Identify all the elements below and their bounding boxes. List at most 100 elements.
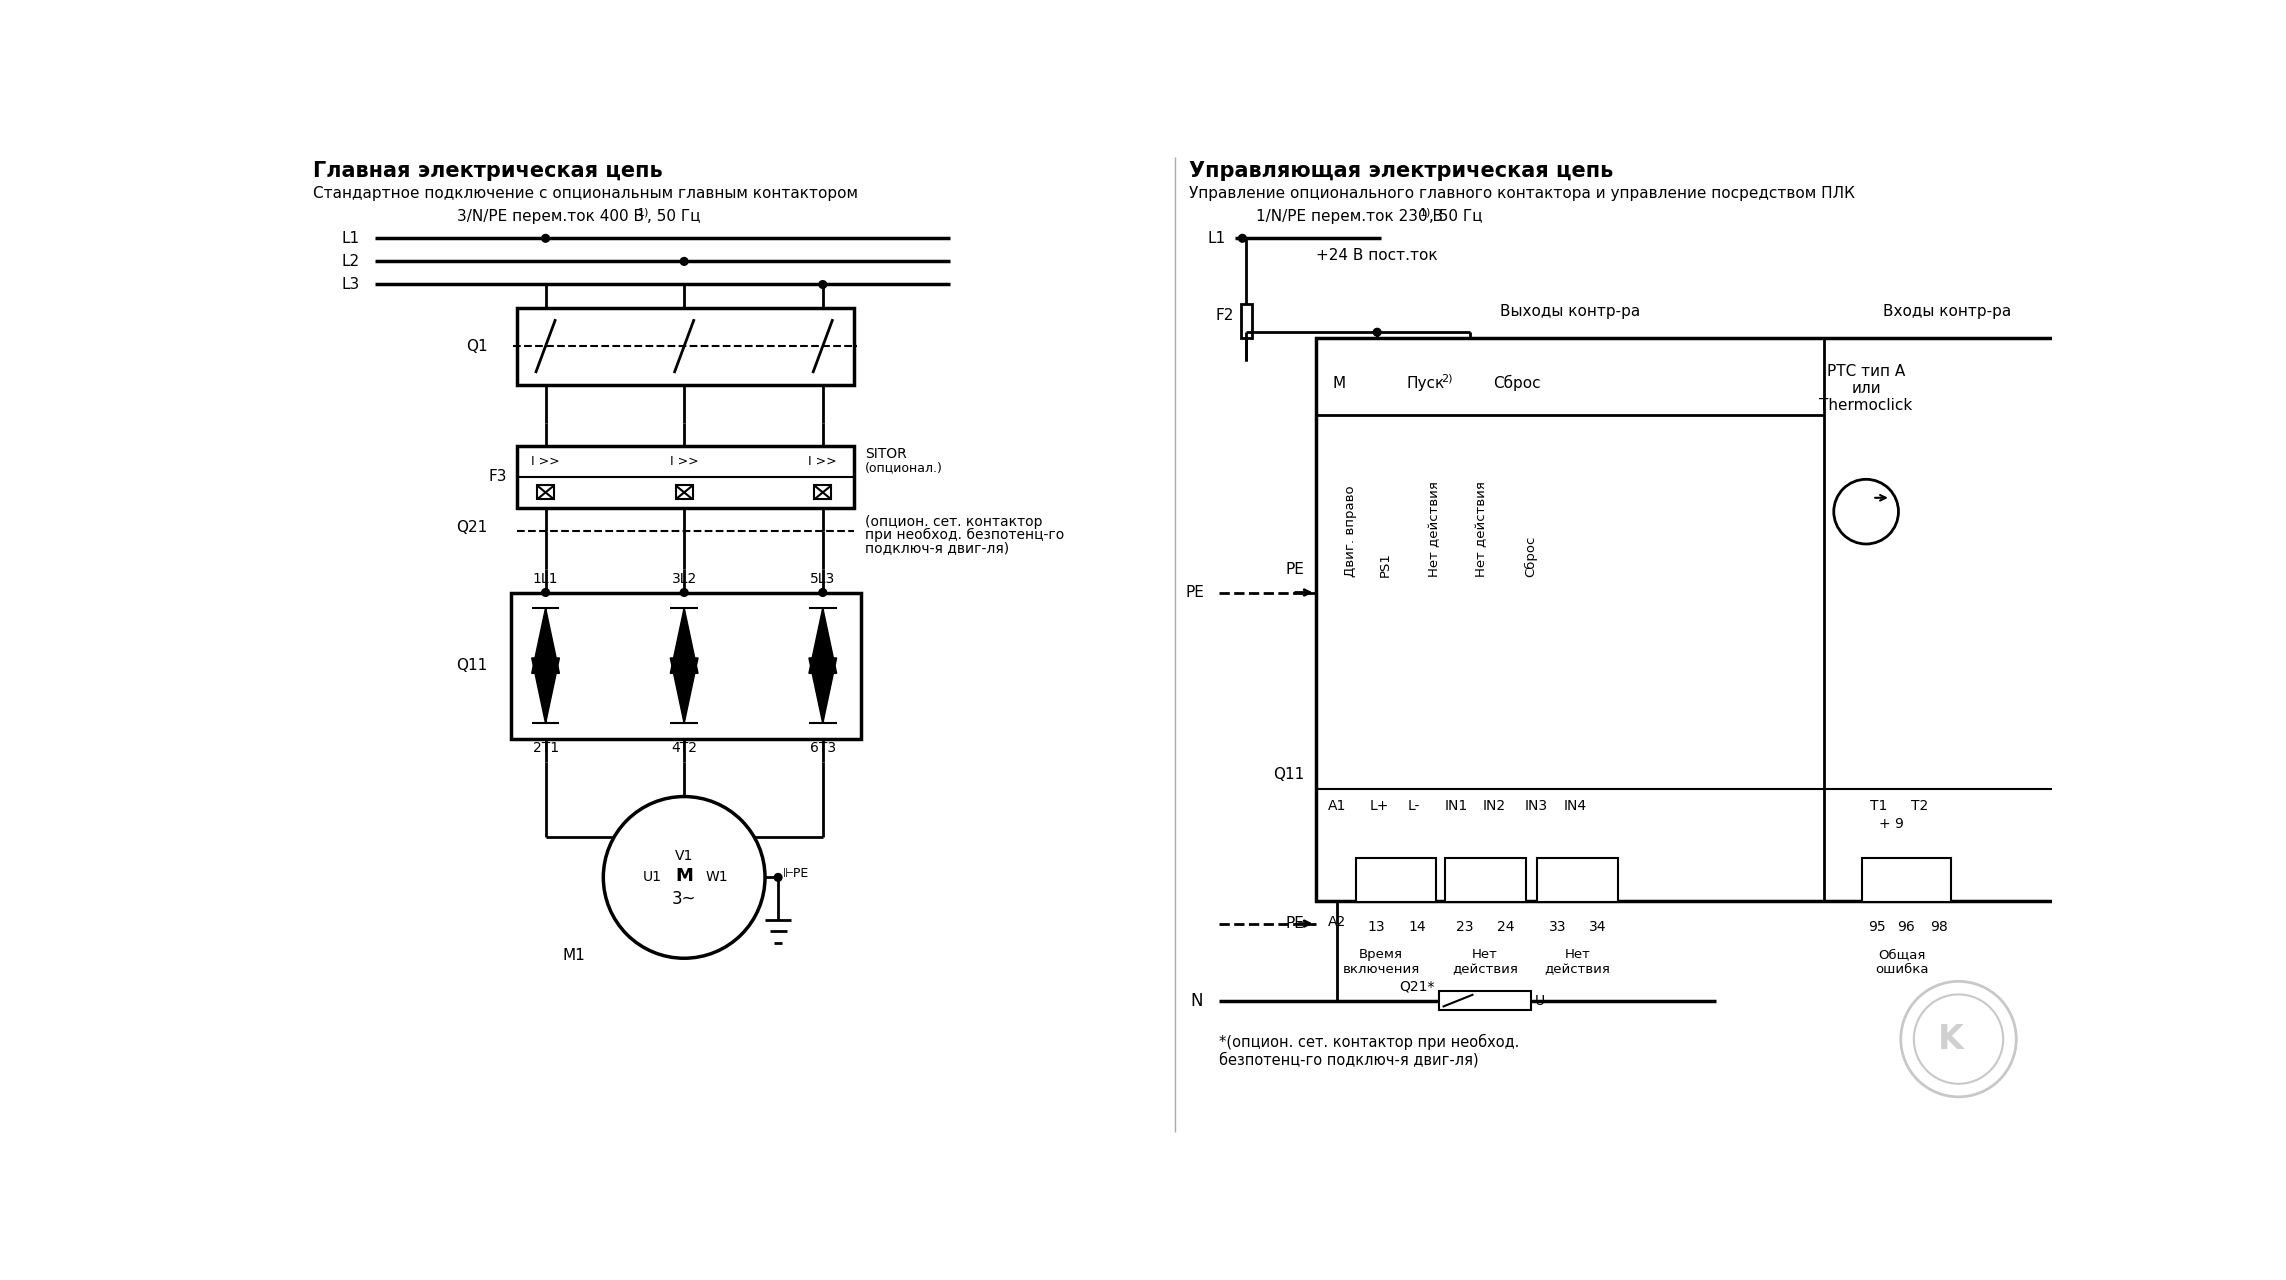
Text: I >>: I >> [670, 456, 700, 468]
Text: Нет
действия: Нет действия [1452, 948, 1518, 977]
Text: 1L1: 1L1 [533, 572, 558, 586]
Text: +24 В пост.ток: +24 В пост.ток [1314, 248, 1438, 262]
Bar [814, 485, 832, 499]
Circle shape [1239, 234, 1246, 242]
Text: Сброс: Сброс [1525, 536, 1538, 577]
Text: 2): 2) [1440, 374, 1452, 384]
Text: K: K [1939, 1023, 1964, 1056]
Text: 2T1: 2T1 [533, 741, 558, 755]
Circle shape [1374, 329, 1381, 337]
Text: Q11: Q11 [457, 658, 487, 673]
Text: U: U [1534, 993, 1545, 1007]
Text: M: M [674, 867, 693, 884]
Polygon shape [533, 658, 560, 723]
Text: + 9: + 9 [1879, 817, 1904, 831]
Text: T1: T1 [1870, 799, 1888, 813]
Text: Сброс: Сброс [1493, 375, 1541, 392]
Text: F3: F3 [489, 470, 507, 485]
Text: SITOR: SITOR [864, 447, 908, 461]
Text: Нет действия: Нет действия [1429, 481, 1442, 577]
Text: Входы контр-ра: Входы контр-ра [1884, 303, 2012, 319]
Bar [677, 485, 693, 499]
Text: (опционал.): (опционал.) [864, 461, 944, 475]
Text: Q11: Q11 [1273, 768, 1303, 782]
Bar [1438, 991, 1532, 1010]
Text: 13: 13 [1367, 920, 1385, 934]
Text: Q1: Q1 [466, 339, 487, 353]
Text: Нет
действия: Нет действия [1545, 948, 1609, 977]
Text: M: M [1333, 375, 1346, 390]
Bar [1356, 858, 1436, 902]
Circle shape [818, 589, 828, 596]
Text: 33: 33 [1550, 920, 1566, 934]
Circle shape [775, 873, 782, 881]
Text: 23: 23 [1456, 920, 1474, 934]
Text: Время
включения: Время включения [1342, 948, 1420, 977]
Polygon shape [670, 608, 697, 673]
Text: 3L2: 3L2 [672, 572, 697, 586]
Text: Пуск: Пуск [1406, 375, 1445, 390]
Polygon shape [670, 658, 697, 723]
Text: I >>: I >> [530, 456, 560, 468]
Text: IN1: IN1 [1445, 799, 1468, 813]
Text: PE: PE [1285, 916, 1303, 931]
Text: T2: T2 [1911, 799, 1927, 813]
Text: A2: A2 [1328, 915, 1346, 929]
Text: F2: F2 [1216, 307, 1234, 323]
Text: A1: A1 [1328, 799, 1346, 813]
Polygon shape [533, 608, 560, 673]
Text: Стандартное подключение с опциональным главным контактором: Стандартное подключение с опциональным г… [313, 186, 857, 201]
Text: Q21: Q21 [457, 520, 487, 535]
Bar [1314, 338, 2071, 901]
Text: 3~: 3~ [672, 890, 697, 908]
Circle shape [1833, 479, 1897, 544]
Text: L+: L+ [1369, 799, 1390, 813]
Text: , 50 Гц: , 50 Гц [647, 209, 702, 224]
Bar [517, 447, 853, 508]
Text: 95: 95 [1868, 920, 1886, 934]
Text: L1: L1 [341, 230, 359, 246]
Text: M1: M1 [562, 948, 585, 964]
Bar [517, 307, 853, 384]
Text: V1: V1 [674, 849, 693, 863]
Text: I >>: I >> [809, 456, 837, 468]
Circle shape [542, 234, 549, 242]
Text: Двиг. вправо: Двиг. вправо [1344, 485, 1356, 577]
Text: 4T2: 4T2 [672, 741, 697, 755]
Text: L1: L1 [1207, 230, 1225, 246]
Circle shape [604, 796, 766, 959]
Polygon shape [809, 658, 837, 723]
Text: *(опцион. сет. контактор при необход.
безпотенц-го подключ-я двиг-ля): *(опцион. сет. контактор при необход. бе… [1218, 1033, 1520, 1068]
Text: L2: L2 [341, 253, 359, 269]
Text: IN2: IN2 [1484, 799, 1506, 813]
Circle shape [1900, 982, 2016, 1097]
Text: U1: U1 [642, 870, 661, 884]
Text: 96: 96 [1897, 920, 1916, 934]
Text: Выходы контр-ра: Выходы контр-ра [1500, 303, 1639, 319]
Text: , 50 Гц: , 50 Гц [1429, 209, 1481, 224]
Text: 24: 24 [1497, 920, 1513, 934]
Bar [1445, 858, 1525, 902]
Polygon shape [809, 608, 837, 673]
Text: 98: 98 [1929, 920, 1948, 934]
Text: IN4: IN4 [1564, 799, 1586, 813]
Text: Главная электрическая цепь: Главная электрическая цепь [313, 161, 663, 182]
Circle shape [818, 280, 828, 288]
Text: 34: 34 [1589, 920, 1607, 934]
Text: подключ-я двиг-ля): подключ-я двиг-ля) [864, 541, 1008, 554]
Text: РТС тип А
или
Thermoclick: РТС тип А или Thermoclick [1820, 364, 1913, 413]
Text: 3/N/PE перем.ток 400 В: 3/N/PE перем.ток 400 В [457, 209, 645, 224]
Text: ⊩PE: ⊩PE [782, 867, 809, 881]
Circle shape [1913, 995, 2003, 1084]
Text: L3: L3 [341, 276, 359, 292]
Text: 5L3: 5L3 [809, 572, 834, 586]
Text: 14: 14 [1408, 920, 1426, 934]
Bar [510, 593, 862, 739]
Text: (опцион. сет. контактор: (опцион. сет. контактор [864, 515, 1042, 529]
Text: Управление опционального главного контактора и управление посредством ПЛК: Управление опционального главного контак… [1189, 186, 1854, 201]
Text: Общая
ошибка: Общая ошибка [1875, 948, 1929, 977]
Text: L-: L- [1408, 799, 1420, 813]
Text: IN3: IN3 [1525, 799, 1548, 813]
Text: W1: W1 [704, 870, 727, 884]
Text: 6T3: 6T3 [809, 741, 837, 755]
